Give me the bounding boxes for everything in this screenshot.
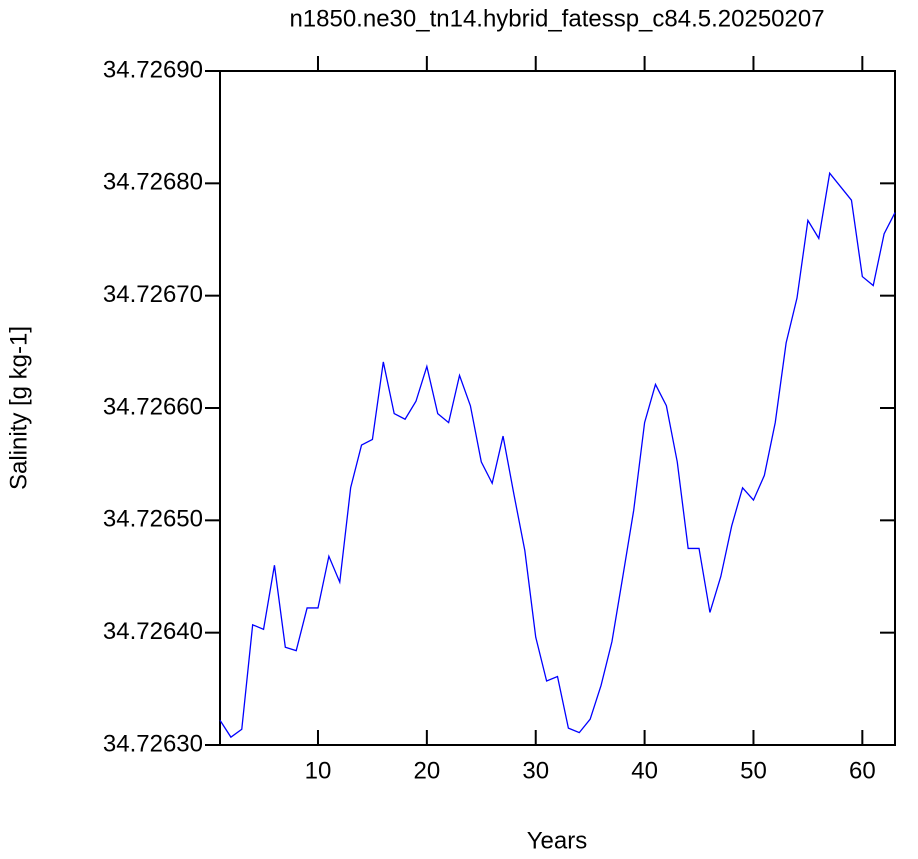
axes: [205, 56, 895, 746]
y-tick-label: 34.72690: [103, 56, 203, 83]
chart-title: n1850.ne30_tn14.hybrid_fatessp_c84.5.202…: [289, 5, 824, 32]
y-axis-label: Salinity [g kg-1]: [5, 326, 32, 490]
y-tick-label: 34.72630: [103, 730, 203, 757]
y-tick-label: 34.72680: [103, 169, 203, 196]
y-tick-label: 34.72660: [103, 393, 203, 420]
x-tick-label: 10: [305, 757, 332, 784]
plot-frame: [219, 70, 896, 746]
y-tick-label: 34.72640: [103, 618, 203, 645]
x-tick-label: 40: [631, 757, 658, 784]
x-tick-label: 50: [740, 757, 767, 784]
x-tick-label: 30: [522, 757, 549, 784]
x-tick-label: 20: [414, 757, 441, 784]
y-tick-label: 34.72670: [103, 281, 203, 308]
y-tick-label: 34.72650: [103, 506, 203, 533]
data-line: [219, 171, 896, 739]
x-axis-label: Years: [527, 827, 588, 854]
x-tick-label: 60: [849, 757, 876, 784]
